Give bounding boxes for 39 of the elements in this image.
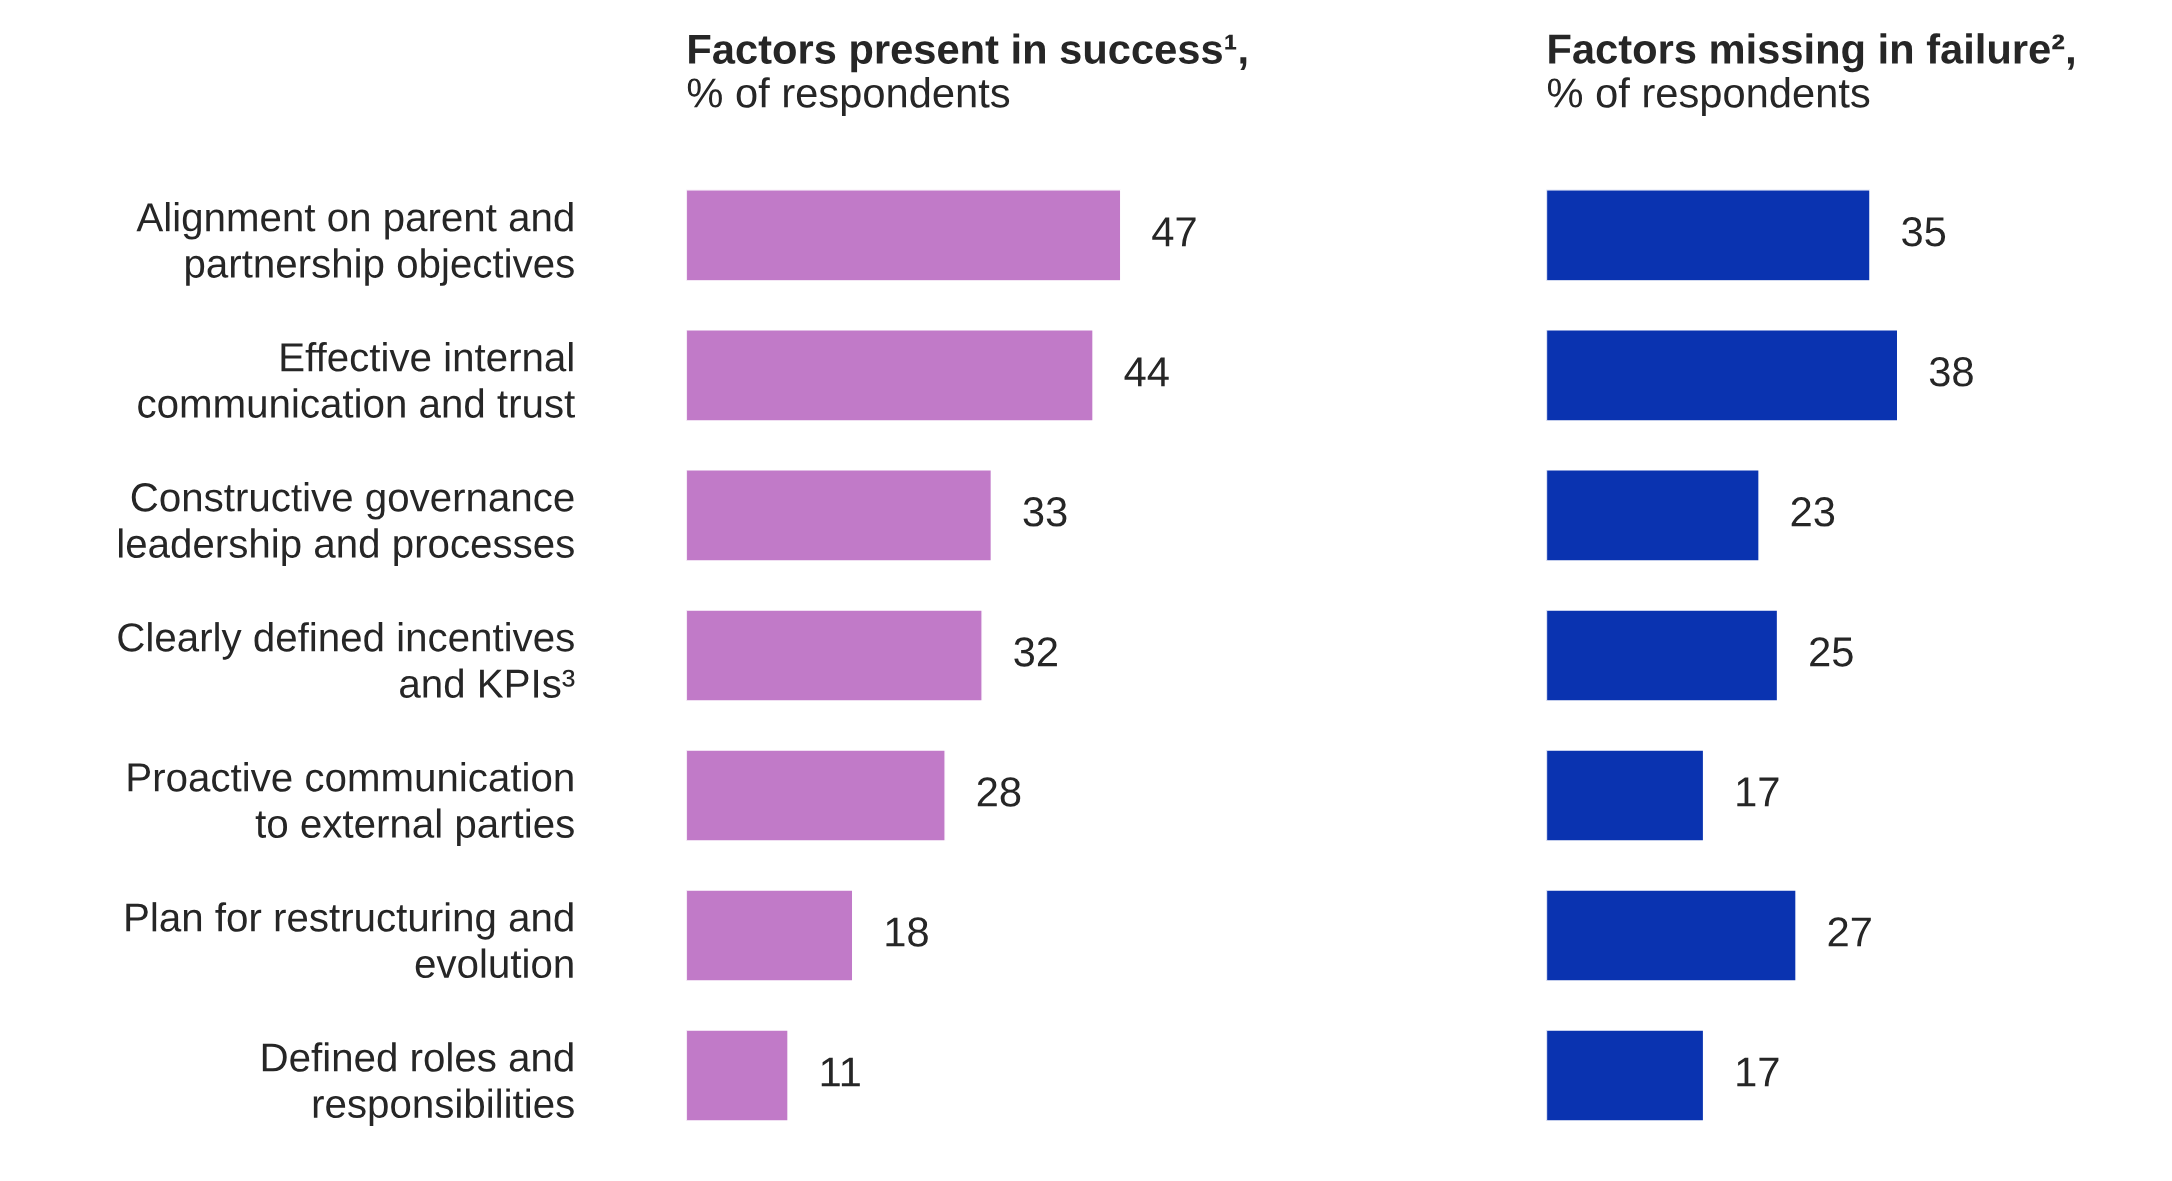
bar: [1546, 609, 1779, 702]
data-label: 28: [977, 777, 1021, 807]
data-label: 38: [1929, 357, 1973, 387]
y-tick-label: Constructive governance leadership and processes: [118, 482, 574, 566]
data-label: 47: [1152, 217, 1196, 247]
y-tick-label: Alignment on parent and partnership objectives: [136, 201, 574, 286]
data-label: 18: [886, 917, 928, 947]
bar: [1546, 1029, 1705, 1122]
data-label: 25: [1810, 637, 1853, 667]
data-label: 44: [1124, 357, 1169, 387]
y-tick-label: Proactive communication to external parties: [128, 762, 574, 846]
y-tick-label: Clearly defined incentives and KPIs³: [118, 622, 575, 698]
chart-subtitle: % of respondents: [687, 77, 1010, 116]
y-tick-label: Defined roles and responsibilities: [262, 1042, 574, 1127]
data-label: 32: [1014, 637, 1057, 667]
chart-subtitle: % of respondents: [1547, 77, 1870, 116]
data-label: 33: [1023, 497, 1067, 527]
data-label: 27: [1828, 917, 1871, 947]
data-label: 23: [1791, 497, 1835, 527]
chart-title: Factors missing in failure²,: [1549, 33, 2074, 73]
chart-title: Factors present in success¹,: [689, 33, 1247, 73]
bar: [1546, 329, 1899, 422]
bar: [686, 609, 983, 702]
bar: [686, 889, 854, 982]
bar: [1546, 189, 1871, 282]
bar: [686, 329, 1094, 422]
data-label: 35: [1902, 217, 1946, 247]
data-label: 17: [1737, 777, 1779, 807]
bar: [686, 189, 1122, 282]
bar: [1546, 469, 1760, 562]
y-tick-label: Effective internal communication and trust: [138, 342, 575, 418]
y-tick-label: Plan for restructuring and evolution: [126, 902, 573, 979]
bar: [686, 749, 946, 842]
data-label: 11: [821, 1057, 860, 1087]
bar: [686, 469, 993, 562]
bar: [1546, 889, 1797, 982]
bar: [1546, 749, 1705, 842]
data-label: 17: [1737, 1057, 1779, 1087]
bar: [686, 1029, 789, 1122]
